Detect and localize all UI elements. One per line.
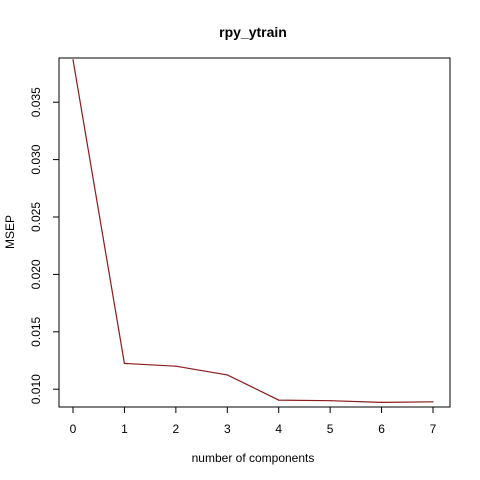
y-tick-label: 0.015 xyxy=(29,316,43,346)
x-tick-label: 3 xyxy=(224,422,231,436)
x-axis: 0 1 2 3 4 5 6 7 xyxy=(70,407,437,436)
x-axis-label: number of components xyxy=(192,451,315,465)
x-tick-label: 4 xyxy=(275,422,282,436)
x-tick-label: 1 xyxy=(121,422,128,436)
data-point xyxy=(175,365,177,367)
data-point xyxy=(72,59,74,61)
y-tick-label: 0.030 xyxy=(29,144,43,174)
y-tick-label: 0.020 xyxy=(29,259,43,289)
x-tick-label: 7 xyxy=(430,422,437,436)
plot-frame xyxy=(58,57,451,408)
x-tick-label: 6 xyxy=(378,422,385,436)
x-tick-label: 5 xyxy=(327,422,334,436)
series-layer xyxy=(72,59,434,404)
chart-title: rpy_ytrain xyxy=(219,24,287,40)
data-point xyxy=(278,399,280,401)
x-tick-label: 0 xyxy=(70,422,77,436)
data-point xyxy=(123,362,126,364)
data-point xyxy=(432,401,434,403)
x-tick-label: 2 xyxy=(173,422,180,436)
y-tick-label: 0.035 xyxy=(29,87,43,117)
y-axis: 0.010 0.015 0.020 0.025 0.030 0.035 xyxy=(29,87,59,404)
series-line xyxy=(72,59,434,404)
data-point xyxy=(226,374,228,376)
y-tick-label: 0.025 xyxy=(29,202,43,232)
data-point xyxy=(380,401,383,404)
data-point xyxy=(329,400,331,402)
y-tick-label: 0.010 xyxy=(29,374,43,404)
y-axis-label: MSEP xyxy=(3,215,17,249)
